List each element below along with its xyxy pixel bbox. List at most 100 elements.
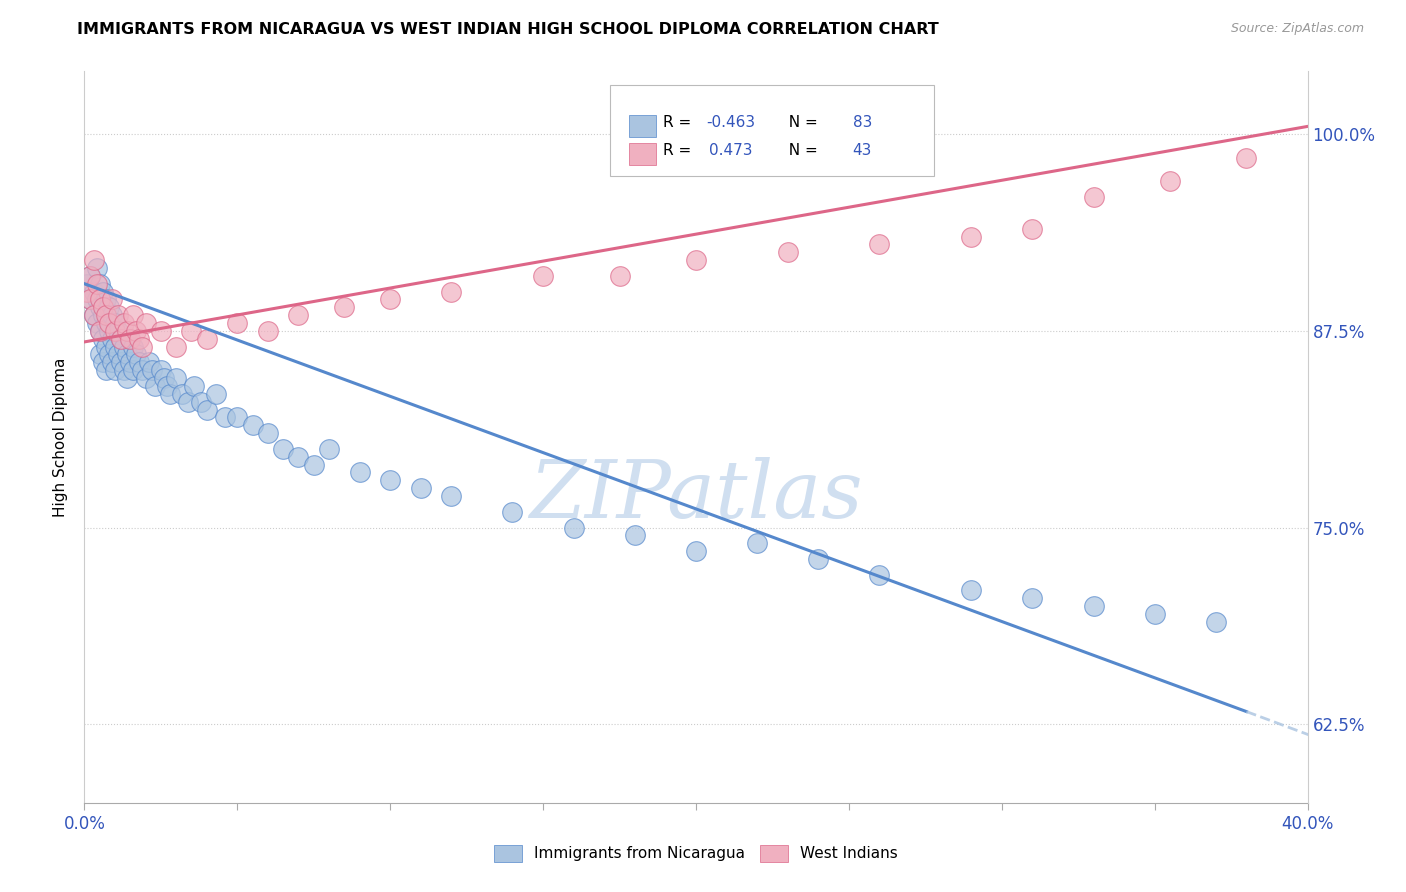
Point xyxy=(125,324,148,338)
Point xyxy=(685,544,707,558)
Text: -0.463: -0.463 xyxy=(706,115,755,130)
Point xyxy=(89,324,111,338)
Point xyxy=(76,285,98,299)
Point xyxy=(97,324,120,338)
Point xyxy=(104,316,127,330)
Point xyxy=(122,308,145,322)
Point xyxy=(115,324,138,338)
Point xyxy=(165,340,187,354)
Point xyxy=(120,332,142,346)
Point xyxy=(97,347,120,361)
Point xyxy=(79,293,101,307)
Point xyxy=(86,293,108,307)
Point xyxy=(101,293,124,307)
Point xyxy=(107,347,129,361)
Point xyxy=(257,426,280,441)
Point xyxy=(1083,599,1105,614)
Point xyxy=(94,363,117,377)
Point xyxy=(112,340,135,354)
Point xyxy=(183,379,205,393)
Point xyxy=(101,308,124,322)
Point xyxy=(242,418,264,433)
Point xyxy=(125,347,148,361)
Point xyxy=(685,253,707,268)
Point xyxy=(79,268,101,283)
Point xyxy=(107,308,129,322)
Point xyxy=(149,363,172,377)
Point xyxy=(83,308,105,322)
Point xyxy=(91,355,114,369)
Point xyxy=(287,308,309,322)
Y-axis label: High School Diploma: High School Diploma xyxy=(53,358,69,516)
Point xyxy=(318,442,340,456)
Point xyxy=(380,473,402,487)
Point xyxy=(79,293,101,307)
Text: Source: ZipAtlas.com: Source: ZipAtlas.com xyxy=(1230,22,1364,36)
Point xyxy=(869,567,891,582)
Point xyxy=(143,379,166,393)
Point xyxy=(86,316,108,330)
Point xyxy=(131,340,153,354)
Point xyxy=(141,363,163,377)
Point xyxy=(138,355,160,369)
Point xyxy=(94,293,117,307)
Point xyxy=(89,293,111,307)
Text: 83: 83 xyxy=(852,115,872,130)
Point xyxy=(271,442,294,456)
Point xyxy=(257,324,280,338)
Point xyxy=(86,260,108,275)
Point xyxy=(180,324,202,338)
Point xyxy=(1159,174,1181,188)
Point xyxy=(91,285,114,299)
Point xyxy=(153,371,176,385)
Point xyxy=(110,355,132,369)
Point xyxy=(128,332,150,346)
Point xyxy=(94,316,117,330)
Point xyxy=(115,347,138,361)
Point xyxy=(135,371,157,385)
Point xyxy=(1205,615,1227,629)
Point xyxy=(440,489,463,503)
Point xyxy=(91,308,114,322)
FancyBboxPatch shape xyxy=(628,143,655,165)
Text: R =: R = xyxy=(664,143,702,158)
Point xyxy=(1236,151,1258,165)
Text: R =: R = xyxy=(664,115,696,130)
FancyBboxPatch shape xyxy=(628,115,655,137)
Text: 43: 43 xyxy=(852,143,872,158)
Point xyxy=(165,371,187,385)
Point xyxy=(195,402,218,417)
Point xyxy=(609,268,631,283)
Point xyxy=(1021,221,1043,235)
Text: IMMIGRANTS FROM NICARAGUA VS WEST INDIAN HIGH SCHOOL DIPLOMA CORRELATION CHART: IMMIGRANTS FROM NICARAGUA VS WEST INDIAN… xyxy=(77,22,939,37)
Point xyxy=(79,268,101,283)
Point xyxy=(89,277,111,291)
Text: N =: N = xyxy=(779,115,823,130)
Point xyxy=(205,387,228,401)
Text: N =: N = xyxy=(779,143,823,158)
Point xyxy=(112,363,135,377)
Point xyxy=(1021,591,1043,606)
Point xyxy=(807,552,830,566)
Point xyxy=(89,324,111,338)
Point xyxy=(159,387,181,401)
Text: 0.473: 0.473 xyxy=(710,143,754,158)
Point xyxy=(502,505,524,519)
Point xyxy=(149,324,172,338)
Point xyxy=(91,332,114,346)
Point xyxy=(135,316,157,330)
Point xyxy=(131,363,153,377)
Point xyxy=(112,316,135,330)
Point xyxy=(122,363,145,377)
Point xyxy=(76,277,98,291)
Point xyxy=(960,583,983,598)
Point xyxy=(869,237,891,252)
Point xyxy=(83,285,105,299)
Point xyxy=(83,308,105,322)
Point xyxy=(1143,607,1166,621)
Point xyxy=(333,301,356,315)
Point xyxy=(104,363,127,377)
Point xyxy=(349,466,371,480)
Point xyxy=(89,347,111,361)
Point xyxy=(128,355,150,369)
